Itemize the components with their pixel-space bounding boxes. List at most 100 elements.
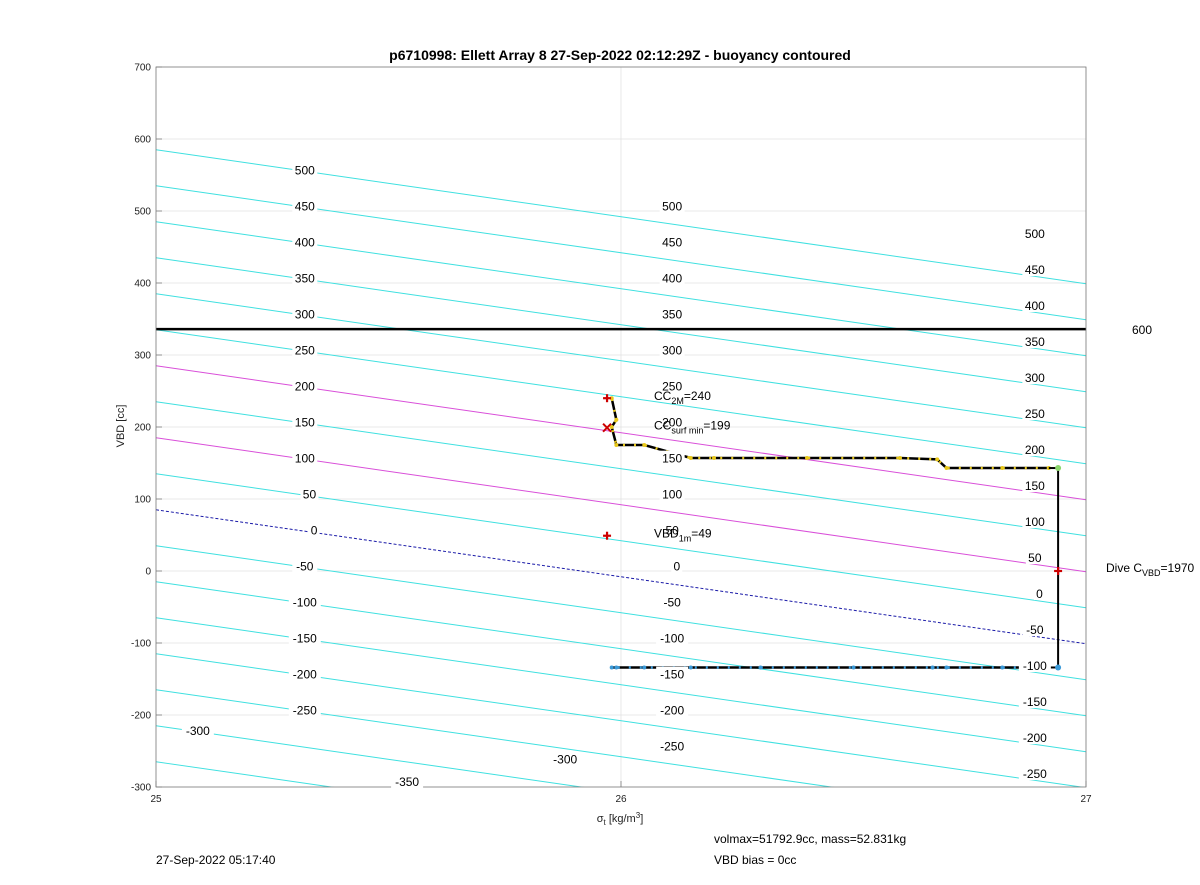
- dive-point: [642, 665, 647, 670]
- contour-label-bg: [1018, 694, 1051, 709]
- contour-label: 350: [295, 272, 315, 286]
- contour-label: 0: [673, 560, 680, 574]
- contour-label-bg: [300, 486, 319, 501]
- dive-point: [930, 665, 935, 670]
- y-tick-label: -200: [131, 711, 151, 722]
- dive-end-point: [1055, 664, 1062, 671]
- contour-label-bg: [292, 234, 318, 249]
- contour-label: 50: [303, 488, 317, 502]
- contour-label-bg: [1034, 586, 1045, 601]
- footer-volmax-mass: volmax=51792.9cc, mass=52.831kg: [714, 832, 907, 846]
- climb-point: [642, 443, 647, 447]
- y-tick-label: 700: [134, 63, 151, 74]
- contour-label-bg: [1022, 370, 1048, 385]
- contour-label-bg: [659, 450, 685, 465]
- contour-label: 500: [662, 200, 682, 214]
- contour-label: 300: [662, 344, 682, 358]
- y-tick-label: 100: [134, 495, 151, 506]
- dive-point: [1000, 665, 1005, 670]
- contour-label-bg: [1022, 226, 1048, 241]
- contour-label-bg: [671, 558, 683, 573]
- climb-point: [614, 417, 619, 422]
- contour-label-bg: [1022, 298, 1048, 313]
- contour-label: 350: [662, 308, 682, 322]
- dive-point: [851, 665, 856, 670]
- contour-label-bg: [1025, 550, 1044, 565]
- contour-label: 100: [295, 452, 315, 466]
- climb-point: [1000, 466, 1005, 471]
- cc-2m-annotation: CC2M=240: [654, 389, 711, 406]
- contour-label-bg: [288, 594, 321, 609]
- footer-vbd-bias: VBD bias = 0cc: [714, 853, 797, 867]
- y-tick-label: 600: [134, 135, 151, 146]
- contour-label: 200: [1025, 443, 1045, 457]
- climb-point: [935, 457, 940, 462]
- contour-label-bg: [292, 342, 318, 357]
- cc-surf-min-annotation: CCsurf min=199: [654, 419, 731, 436]
- contour-label-bg: [1018, 766, 1051, 781]
- contour-label-bg: [656, 630, 689, 645]
- contour-label-bg: [292, 378, 318, 393]
- buoyancy-contour: [156, 761, 335, 787]
- contour-label-bg: [659, 594, 685, 609]
- vbd-1m-annotation: VBD1m=49: [654, 527, 712, 544]
- chart-title: p6710998: Ellett Array 8 27-Sep-2022 02:…: [389, 47, 851, 63]
- plus-marker: [603, 531, 612, 540]
- contour-label: -200: [293, 668, 317, 682]
- contour-label: 300: [1025, 371, 1045, 385]
- y-tick-label: 500: [134, 207, 151, 218]
- climb-point: [609, 425, 614, 429]
- contour-label: 150: [1025, 479, 1045, 493]
- y-tick-label: -300: [131, 783, 151, 794]
- contour-label: 400: [662, 272, 682, 286]
- contour-label: -150: [293, 632, 317, 646]
- contour-label: 350: [1025, 335, 1045, 349]
- contour-label: -150: [1023, 695, 1047, 709]
- x-axis-label: σt [kg/m3]: [597, 811, 644, 827]
- contour-label-bg: [656, 738, 689, 753]
- contour-label-bg: [292, 306, 318, 321]
- contour-label: -200: [660, 704, 684, 718]
- contour-label: -50: [663, 596, 681, 610]
- contour-label-bg: [288, 666, 321, 681]
- contour-label-bg: [1022, 442, 1048, 457]
- contour-label: 450: [662, 236, 682, 250]
- climb-point: [688, 455, 693, 460]
- dive-point: [944, 665, 949, 670]
- contour-label-bg: [308, 522, 320, 537]
- contour-label-bg: [659, 378, 685, 393]
- contour-label: 450: [295, 200, 315, 214]
- y-tick-label: 400: [134, 279, 151, 290]
- contour-label-bg: [1022, 334, 1048, 349]
- contour-label-bg: [181, 722, 214, 737]
- plus-marker: [603, 394, 612, 403]
- contour-label-bg: [659, 234, 685, 249]
- contour-label-bg: [292, 414, 318, 429]
- contour-label-bg: [659, 342, 685, 357]
- vbd-max-label: 600: [1132, 323, 1152, 337]
- climb-point: [614, 443, 619, 447]
- contour-label-bg: [292, 450, 318, 465]
- contour-label-bg: [292, 198, 318, 213]
- contour-label: 200: [295, 380, 315, 394]
- contour-label: -250: [293, 704, 317, 718]
- contour-label: 0: [1036, 587, 1043, 601]
- contour-label-bg: [663, 522, 682, 537]
- contour-label: 100: [662, 488, 682, 502]
- contour-label: -200: [1023, 731, 1047, 745]
- climb-point: [712, 455, 716, 460]
- dive-point: [688, 665, 693, 670]
- contour-label: -250: [1023, 767, 1047, 781]
- contour-label: -300: [553, 753, 577, 767]
- y-tick-label: 300: [134, 351, 151, 362]
- contour-label-bg: [656, 702, 689, 717]
- contour-label-bg: [1022, 478, 1048, 493]
- climb-end-point: [1055, 465, 1062, 472]
- contour-label-bg: [1018, 730, 1051, 745]
- plus-marker: [1054, 567, 1063, 575]
- cross-marker: [602, 423, 612, 433]
- contour-label-bg: [1022, 262, 1048, 277]
- x-tick-label: 27: [1080, 794, 1092, 805]
